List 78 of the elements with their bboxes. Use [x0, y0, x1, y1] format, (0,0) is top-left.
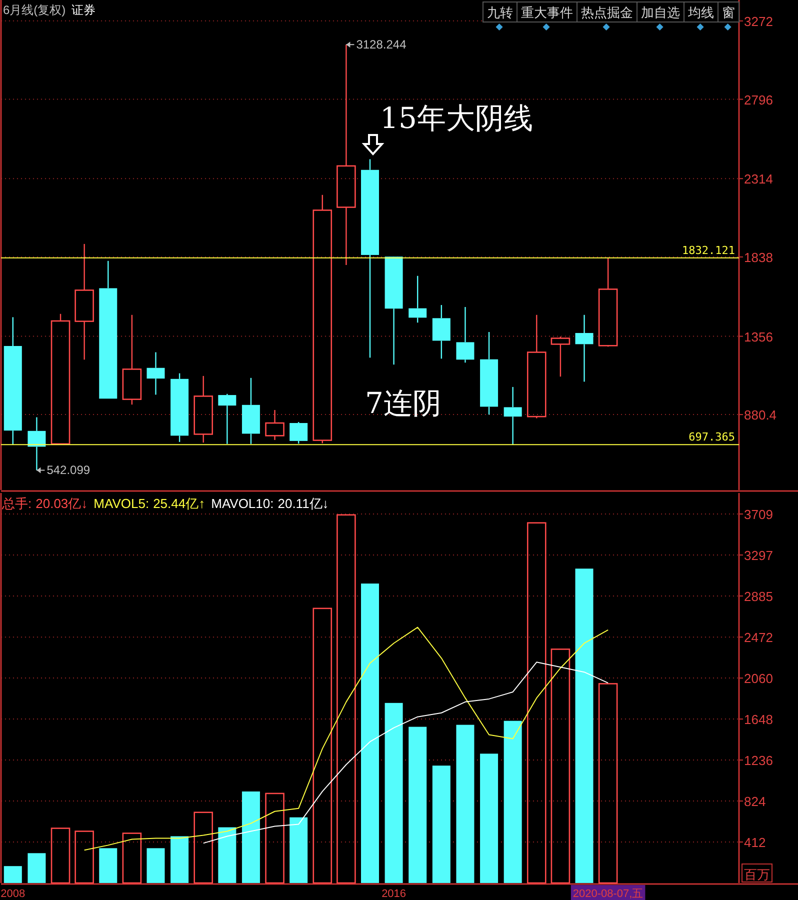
- bar: [432, 766, 450, 883]
- candlestick: [432, 304, 450, 360]
- bar: [74, 830, 94, 884]
- y-tick-label: 2060: [744, 671, 773, 686]
- annotation: 7连阴: [365, 386, 442, 420]
- bar: [550, 648, 570, 884]
- annotation: 542.099: [46, 463, 90, 478]
- candlestick: [218, 393, 236, 445]
- annotation: 3128.244: [356, 38, 407, 52]
- bar: [99, 848, 118, 883]
- candlestick: [146, 352, 165, 396]
- bar: [265, 792, 284, 884]
- y-tick-label: 880.4: [744, 408, 777, 423]
- annotation: 九转: [487, 5, 513, 20]
- x-tick-label: 2016: [382, 888, 406, 900]
- bar: [312, 608, 332, 884]
- bar: [290, 817, 308, 883]
- annotation: 热点掘金: [581, 5, 633, 20]
- y-tick-label: 2885: [744, 588, 773, 604]
- bar: [194, 812, 214, 884]
- annotation: 25.44亿↑: [153, 496, 206, 511]
- annotation: 15年大阴线: [380, 101, 533, 135]
- y-axis-title: 百万: [744, 867, 770, 882]
- bar: [336, 514, 356, 884]
- text: 总手:: [1, 496, 32, 511]
- chart-title: 6月线(复权): [3, 3, 66, 17]
- ref-line-label: 1832.121: [682, 244, 735, 257]
- bar: [122, 832, 142, 884]
- bar: [504, 720, 522, 883]
- y-tick-label: 412: [744, 835, 766, 850]
- candlestick: [504, 386, 522, 446]
- annotation: 加自选: [641, 5, 680, 20]
- annotation: 窗: [722, 5, 735, 20]
- annotation: 均线: [687, 5, 714, 20]
- bar: [456, 724, 474, 883]
- bar: [526, 522, 546, 884]
- ref-line-label: 697.365: [688, 430, 735, 444]
- bar: [408, 726, 427, 883]
- candlestick: [265, 409, 284, 441]
- bar: [170, 836, 189, 883]
- y-tick-label: 2314: [744, 172, 773, 187]
- bar: [242, 791, 260, 883]
- bar: [50, 828, 70, 884]
- bar: [218, 827, 236, 883]
- y-tick-label: 1648: [744, 712, 773, 728]
- x-tick-label: 2020-08-07,五: [572, 888, 644, 900]
- y-tick-label: 3272: [744, 14, 773, 29]
- bar: [598, 683, 618, 884]
- y-tick-label: 1838: [744, 250, 773, 265]
- y-tick-label: 3297: [744, 548, 773, 563]
- bar: [384, 702, 403, 883]
- candlestick: [74, 243, 94, 360]
- annotation: 20.03亿↓: [36, 496, 88, 511]
- y-tick-label: 2472: [744, 630, 773, 646]
- line-series: [202, 662, 609, 844]
- bar: [480, 754, 498, 883]
- annotation: 20.11亿↓: [278, 496, 329, 511]
- y-tick-label: 3709: [744, 507, 773, 522]
- line-series: [84, 626, 609, 851]
- candlestick: [456, 306, 474, 364]
- annotation: 重大事件: [521, 5, 573, 20]
- text: MAVOL5:: [94, 496, 150, 511]
- candlestick: [361, 158, 379, 358]
- bar: [361, 584, 379, 883]
- candlestick: [4, 316, 22, 446]
- x-tick-label: 2008: [0, 888, 26, 900]
- y-tick-label: 2796: [744, 92, 773, 108]
- y-tick-label: 824: [744, 794, 766, 810]
- bar: [146, 848, 165, 883]
- bar: [4, 866, 22, 883]
- bar: [575, 568, 594, 883]
- chart-subtitle: 证券: [72, 3, 96, 17]
- text: MAVOL10:: [211, 496, 274, 511]
- y-tick-label: 1356: [744, 329, 773, 344]
- candlestick: [575, 314, 594, 382]
- bar: [28, 853, 46, 883]
- candlestick: [242, 377, 260, 445]
- y-tick-label: 1236: [744, 753, 773, 768]
